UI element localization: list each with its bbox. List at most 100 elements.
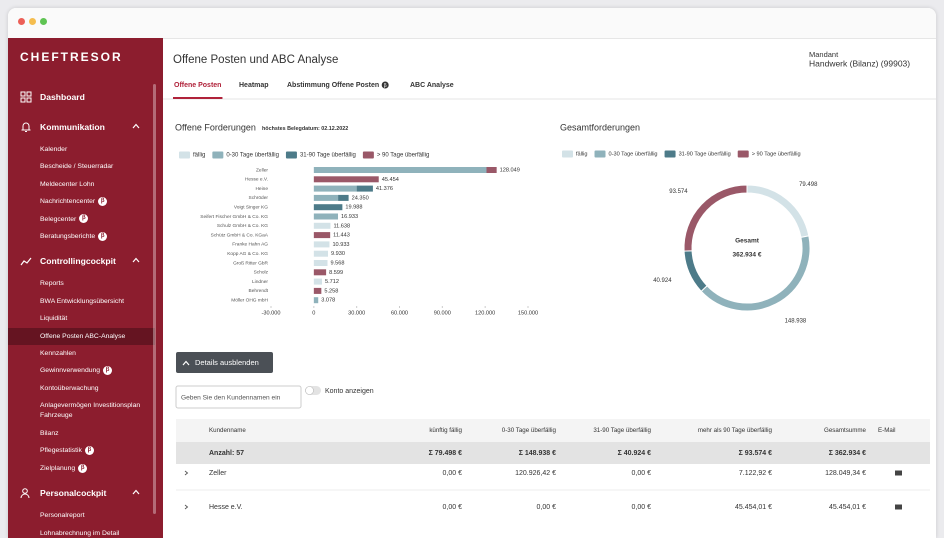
table-header[interactable]: künftig fällig [429,427,462,434]
email-icon[interactable] [895,504,902,510]
search-input[interactable] [175,385,302,409]
beta-badge: β [78,463,88,473]
table-header[interactable]: 31-90 Tage überfällig [593,427,651,434]
item-label[interactable]: Kontoüberwachung [40,384,99,392]
item-label[interactable]: Lohnabrechnung im Detail [40,529,120,537]
scrollbar[interactable] [153,84,156,514]
zoom-dot[interactable] [40,18,47,25]
table-header[interactable]: Kundenname [209,427,246,434]
sidebar: CHEFTRESOR Dashboard Kommunikation Kalende… [8,38,163,538]
x-tick-label: 30.000 [348,310,365,316]
total-label: 41.376 [376,186,393,192]
sidebar-item[interactable]: Meldecenter Lohn [8,176,163,193]
bar-segment [313,232,331,239]
logo[interactable]: CHEFTRESOR [20,50,123,64]
sidebar-item[interactable]: Liquidität [8,310,163,327]
item-label[interactable]: Belegcenter [40,215,77,223]
sidebar-item[interactable]: Lohnabrechnung im Detail [8,525,163,538]
item-label[interactable]: Offene Posten ABC-Analyse [40,332,126,340]
sidebar-item[interactable]: Pflegestatistik β [8,442,163,459]
expand-chevron[interactable] [184,504,189,510]
legend-swatch [664,150,676,158]
section-title[interactable]: Personalcockpit [40,488,107,499]
collapse-chevron[interactable] [132,123,140,129]
table-cell: 120.926,42 € [515,470,556,477]
page-title: Offene Posten und ABC Analyse [173,54,338,66]
close-dot[interactable] [18,18,25,25]
item-label[interactable]: Nachrichtencenter [40,198,96,206]
sidebar-item[interactable]: Kennzahlen [8,345,163,362]
table-header[interactable]: E-Mail [878,427,896,434]
beta-badge: β [98,231,108,241]
donut-slice [746,184,810,238]
sidebar-item[interactable]: Gewinnverwendung β [8,362,163,379]
item-label[interactable]: Bilanz [40,430,59,438]
sidebar-item[interactable]: Bescheide / Steuerradar [8,158,163,175]
sidebar-section[interactable]: Kommunikation [8,113,163,141]
section-title[interactable]: Dashboard [40,92,85,102]
bar-segment [313,194,339,201]
item-label[interactable]: Meldecenter Lohn [40,180,95,188]
item-label[interactable]: Pflegestatistik [40,447,82,455]
x-tick-label: 90.000 [434,310,451,316]
sidebar-item[interactable]: Bilanz [8,425,163,442]
mandant-label: Mandant [809,50,839,59]
category-label: Behrendt [249,288,269,294]
legend-swatch [737,150,749,158]
table-cell: 128.049,34 € [825,470,866,477]
collapse-chevron[interactable] [132,489,140,495]
tab[interactable]: Offene Posten [174,82,221,89]
item-label[interactable]: Liquidität [40,315,68,323]
sidebar-item[interactable]: BWA Entwicklungsübersicht [8,293,163,310]
item-label[interactable]: Reports [40,280,64,288]
sidebar-item[interactable]: Nachrichtencenter β [8,193,163,210]
bar-segment [338,194,349,201]
section-title[interactable]: Kommunikation [40,122,105,132]
sidebar-section[interactable]: Personalcockpit [8,479,163,507]
minimize-dot[interactable] [29,18,36,25]
category-label: Seifert Fischer GmbH & Co. KG [200,214,268,220]
tab[interactable]: ABC Analyse [410,82,454,89]
category-label: Zeller [256,167,268,173]
section-title[interactable]: Controllingcockpit [40,256,116,267]
collapse-chevron[interactable] [132,257,140,263]
slice-label: 93.574 [669,189,688,195]
details-button-label[interactable]: Details ausblenden [195,358,259,367]
tab[interactable]: Abstimmung Offene Posten [287,82,379,89]
details-button[interactable] [176,352,273,373]
total-label: 128.049 [500,167,520,173]
table-header[interactable]: Gesamtsumme [824,427,867,434]
sidebar-item[interactable]: Anlagevermögen Investitionsplan Fahrzeug… [8,397,156,425]
sidebar-section[interactable]: Controllingcockpit [8,247,163,275]
item-label[interactable]: Personalreport [40,512,85,520]
expand-chevron[interactable] [184,470,189,476]
beta-badge [381,81,389,89]
legend-label: fällig [193,153,205,159]
item-label[interactable]: Bescheide / Steuerradar [40,163,114,171]
sidebar-item[interactable]: Personalreport [8,507,163,524]
sidebar-item[interactable]: Zielplanung β [8,460,163,477]
item-label[interactable]: Beratungsberichte [40,232,96,240]
item-label[interactable]: Gewinnverwendung [40,367,101,375]
item-label[interactable]: Zielplanung [40,464,76,472]
sidebar-item[interactable]: Offene Posten ABC-Analyse [8,327,155,345]
table-header[interactable]: 0-30 Tage überfällig [502,427,557,434]
sidebar-item[interactable]: Kontoüberwachung [8,380,163,397]
legend-label: 31-90 Tage überfällig [679,151,731,157]
mandant-name[interactable]: Handwerk (Bilanz) (99903) [809,58,910,68]
item-label[interactable]: Kennzahlen [40,349,76,357]
sidebar-item[interactable]: Kalender [8,141,163,158]
item-label[interactable]: BWA Entwicklungsübersicht [40,297,124,305]
email-icon[interactable] [895,470,902,476]
sidebar-item[interactable]: Belegcenter β [8,211,163,228]
bar-segment [313,260,328,266]
total-label: 9.930 [331,251,345,257]
item-label[interactable]: Kalender [40,146,68,153]
tab[interactable]: Heatmap [239,82,269,89]
sidebar-item[interactable]: Beratungsberichte β [8,228,163,245]
item-label[interactable]: Anlagevermögen Investitionsplan Fahrzeug… [40,402,141,420]
sidebar-section[interactable]: Dashboard [8,83,163,111]
table-header[interactable]: mehr als 90 Tage überfällig [698,427,773,434]
sidebar-item[interactable]: Reports [8,275,163,292]
